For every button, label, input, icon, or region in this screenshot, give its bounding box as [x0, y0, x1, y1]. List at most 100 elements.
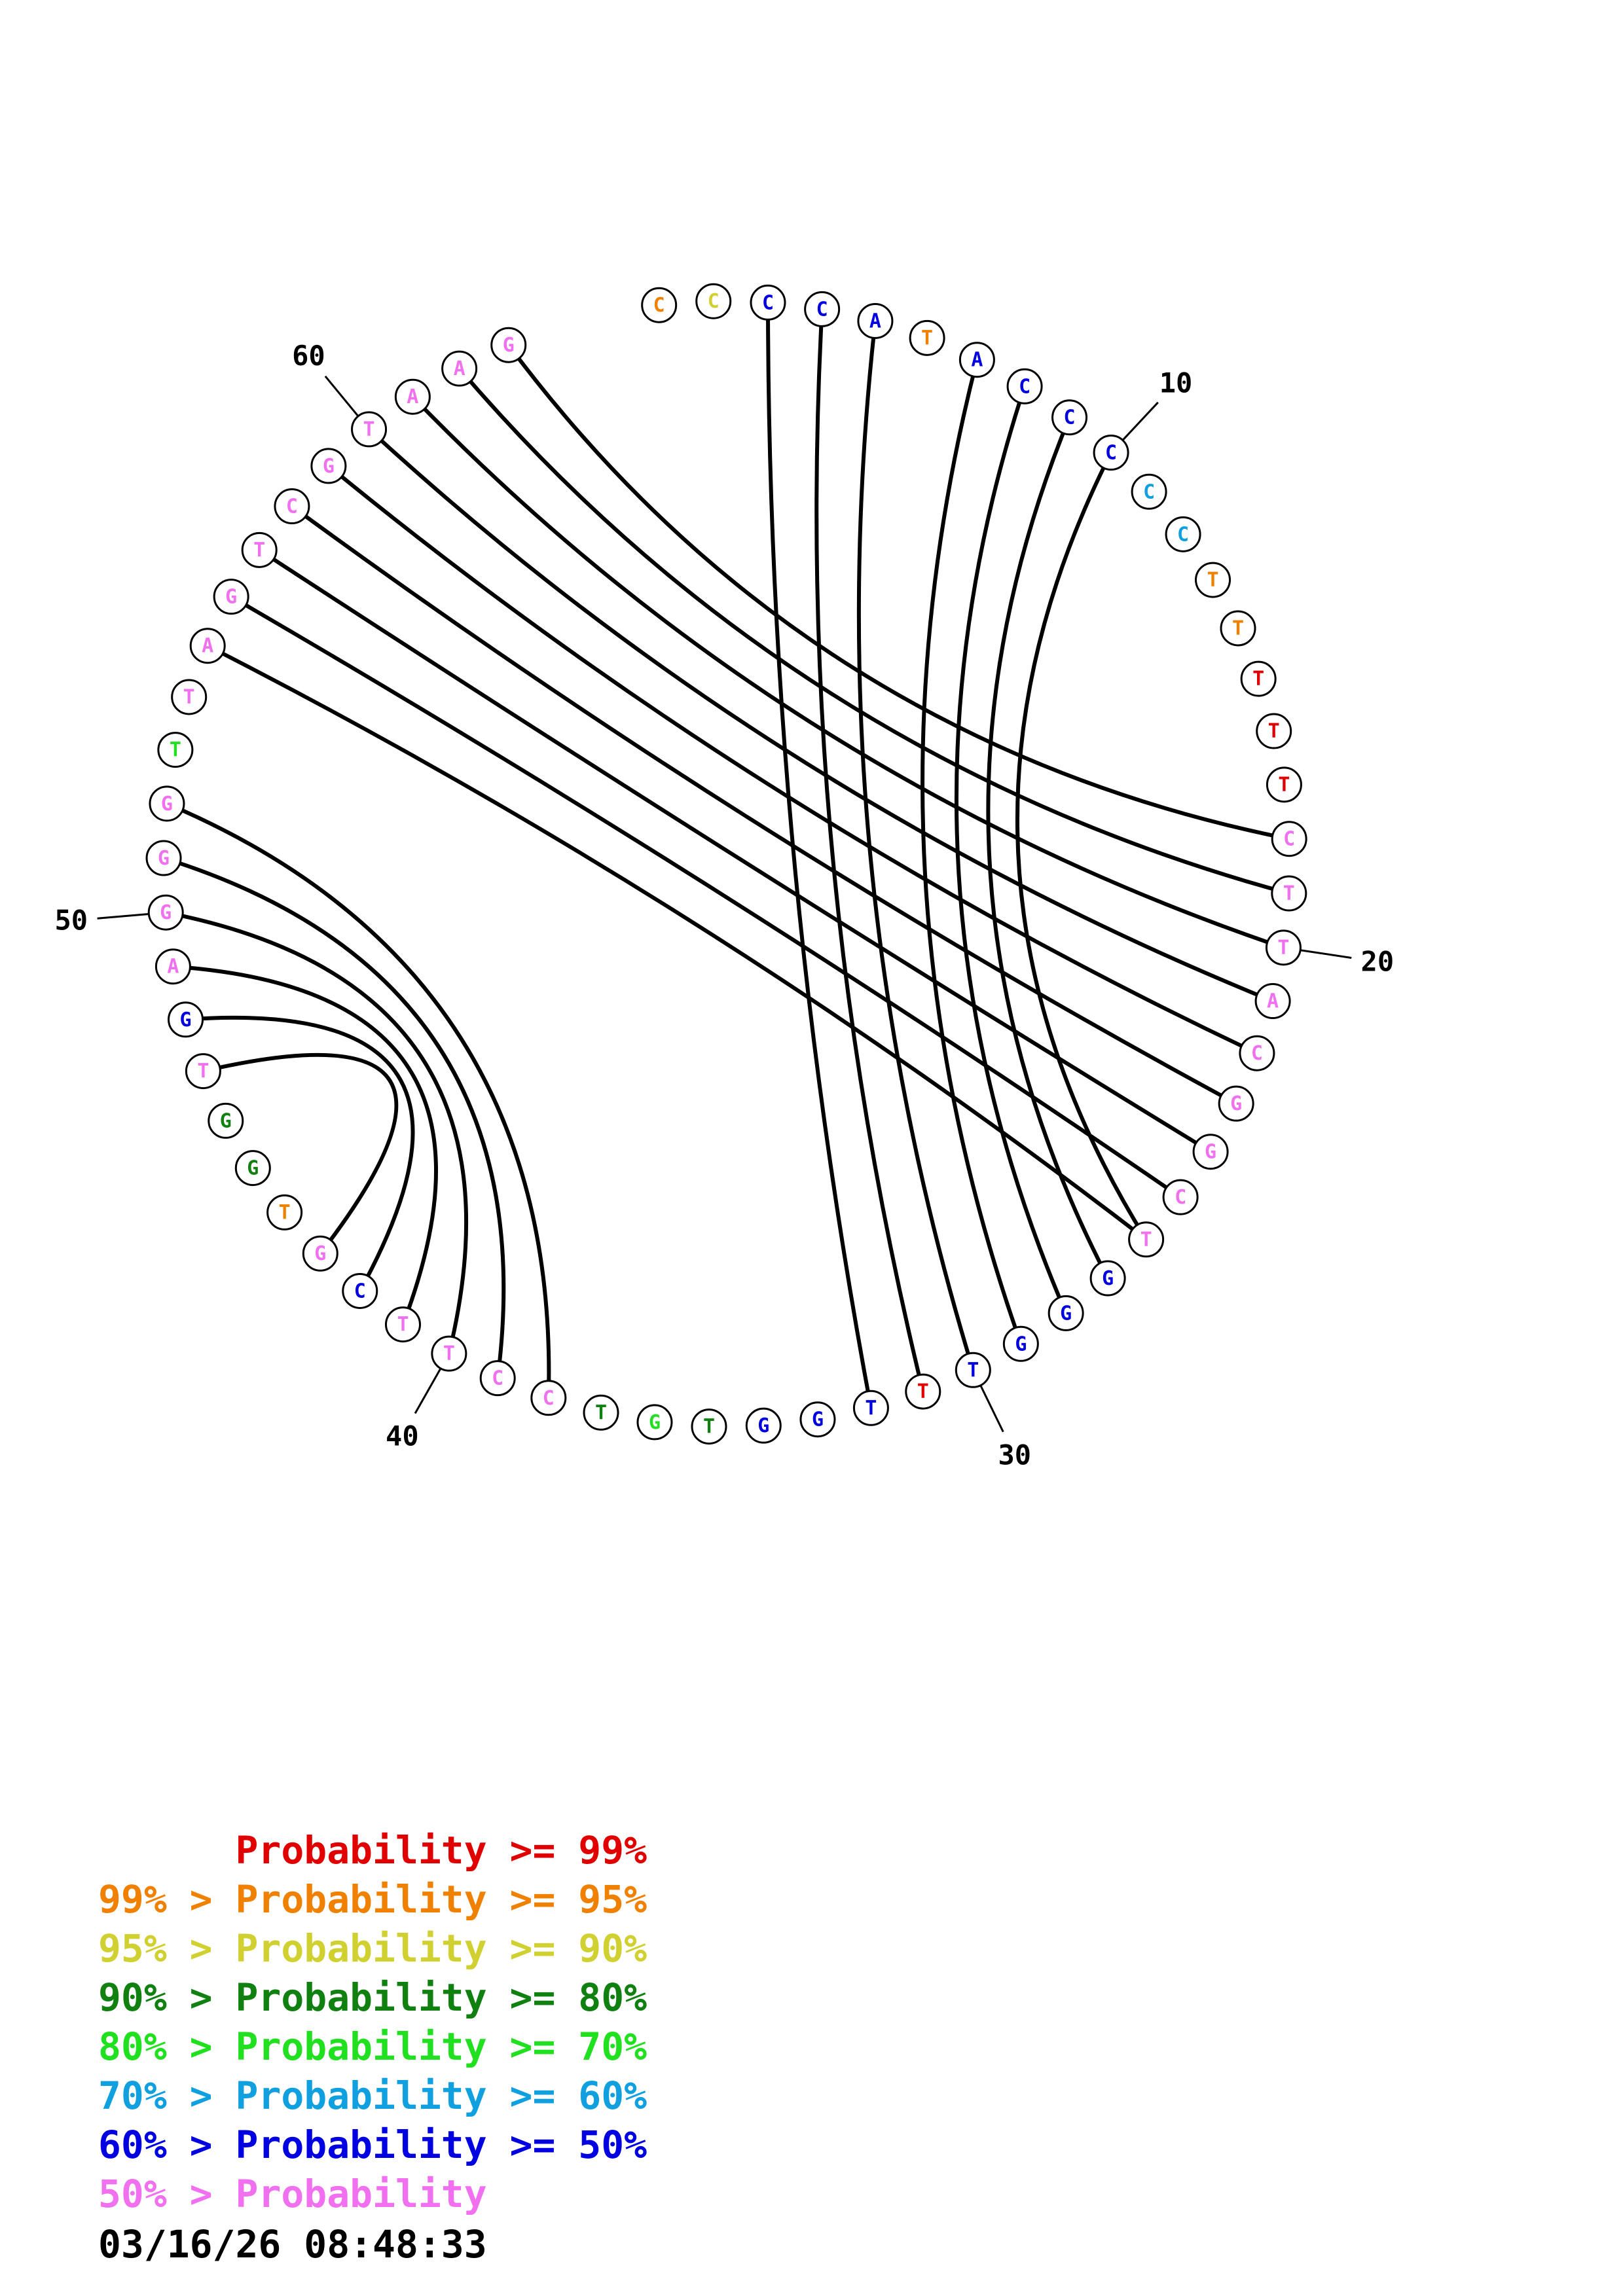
tick-label: 40 [386, 1420, 419, 1452]
nucleotide: G [1192, 1134, 1229, 1170]
nucleotide: T [1195, 562, 1231, 598]
nucleotide: C [1165, 516, 1201, 552]
nucleotide-letter: T [1278, 774, 1290, 797]
nucleotide: C [530, 1380, 567, 1416]
nucleotide: T [384, 1306, 421, 1343]
nucleotide-circle [799, 1401, 836, 1438]
legend-entry: 60% > Probability >= 50% [98, 2123, 647, 2167]
nucleotide: C [274, 488, 310, 525]
nucleotide: G [234, 1150, 271, 1187]
nucleotide-circle [695, 283, 732, 319]
nucleotide-circle [1192, 1134, 1229, 1170]
nucleotide: C [641, 287, 678, 323]
nucleotide-ring: C C C CATACCCCCTTTTTCTTACGGCTGGGTTTGGTGTCCT… [145, 283, 1307, 1445]
nucleotide-circle [1239, 1035, 1275, 1071]
nucleotide-circle [1266, 766, 1302, 803]
nucleotide-letter: T [595, 1401, 607, 1424]
nucleotide-letter: G [160, 901, 172, 924]
nucleotide-letter: G [649, 1411, 661, 1434]
nucleotide-letter: G [1015, 1333, 1027, 1355]
nucleotide-letter: T [279, 1201, 291, 1224]
nucleotide-letter: A [202, 635, 213, 658]
nucleotide-letter: G [314, 1242, 326, 1265]
nucleotide-letter: G [220, 1109, 232, 1132]
base-pair-arc [411, 395, 1285, 950]
nucleotide-letter: G [247, 1157, 259, 1180]
base-pair-arc [856, 321, 976, 1371]
tick-label: 30 [998, 1439, 1031, 1471]
nucleotide-circle [1271, 875, 1307, 912]
nucleotide-letter: T [197, 1060, 209, 1083]
base-pair-arc [185, 1015, 415, 1292]
nucleotide: C [1006, 368, 1043, 404]
nucleotide-letter: G [158, 847, 170, 870]
nucleotide-circle [149, 785, 185, 822]
base-pair-arc [206, 644, 1148, 1242]
nucleotide: C [1162, 1179, 1199, 1215]
nucleotide: G [745, 1407, 782, 1444]
nucleotide-circle [530, 1380, 567, 1416]
nucleotide-circle [1256, 713, 1292, 749]
base-pair-arc [173, 964, 439, 1325]
base-pair-arc [202, 1052, 399, 1255]
nucleotide-letter: C [762, 291, 774, 314]
nucleotide-circle [155, 948, 191, 985]
nucleotide-letter: C [1177, 523, 1189, 546]
nucleotide: T [157, 732, 194, 768]
nucleotide-circle [266, 1194, 303, 1230]
nucleotide-circle [750, 284, 786, 321]
nucleotide-circle [351, 411, 388, 448]
nucleotide-circle [1048, 1295, 1084, 1331]
tick-line [1300, 949, 1352, 959]
base-pair-arc [814, 309, 925, 1392]
nucleotide: T [351, 411, 388, 448]
nucleotide-circle [1128, 1221, 1165, 1258]
nucleotide: T [905, 1373, 941, 1410]
nucleotide-letter: C [1283, 828, 1295, 851]
tick-label: 20 [1361, 945, 1395, 977]
nucleotide-letter: C [1105, 442, 1117, 465]
nucleotide-letter: T [443, 1342, 455, 1365]
nucleotide: A [1254, 983, 1291, 1020]
nucleotide-circle [342, 1272, 378, 1309]
nucleotide: A [155, 948, 191, 985]
legend-entry: 50% > Probability [98, 2172, 487, 2216]
nucleotide-letter: G [161, 793, 173, 816]
nucleotide-letter: T [1232, 617, 1244, 640]
nucleotide: G [149, 785, 185, 822]
nucleotide-letter: C [286, 495, 298, 518]
nucleotide-circle [1006, 368, 1043, 404]
nucleotide-letter: T [1207, 569, 1218, 592]
nucleotide-circle [745, 1407, 782, 1444]
nucleotide-letter: G [1230, 1092, 1242, 1115]
nucleotide-letter: C [1251, 1042, 1263, 1065]
nucleotide-letter: G [757, 1414, 769, 1437]
nucleotide-circle [583, 1394, 619, 1431]
nucleotide-circle [1218, 1085, 1254, 1122]
nucleotide-circle [302, 1235, 338, 1272]
legend-entry: 95% > Probability >= 90% [98, 1926, 647, 1971]
nucleotide-circle [145, 840, 182, 876]
nucleotide: G [1002, 1325, 1039, 1362]
nucleotide-letter: T [1268, 720, 1280, 743]
nucleotide-circle [384, 1306, 421, 1343]
nucleotide: G [490, 327, 527, 363]
nucleotide-letter: A [454, 357, 465, 380]
nucleotide: G [302, 1235, 338, 1272]
nucleotide-circle [1131, 473, 1167, 510]
nucleotide-circle [394, 378, 431, 415]
nucleotide-circle [490, 327, 527, 363]
nucleotide-circle [1093, 435, 1129, 471]
nucleotide-circle [157, 732, 194, 768]
nucleotide: T [266, 1194, 303, 1230]
nucleotide: C [804, 291, 841, 327]
nucleotide-circle [1051, 399, 1088, 436]
nucleotide-letter: A [167, 956, 179, 978]
nucleotide-letter: C [354, 1280, 366, 1302]
nucleotide-circle [905, 1373, 941, 1410]
base-pair-arc [986, 416, 1110, 1280]
nucleotide: T [431, 1335, 467, 1372]
tick-line [324, 375, 359, 417]
nucleotide-letter: C [543, 1387, 555, 1410]
